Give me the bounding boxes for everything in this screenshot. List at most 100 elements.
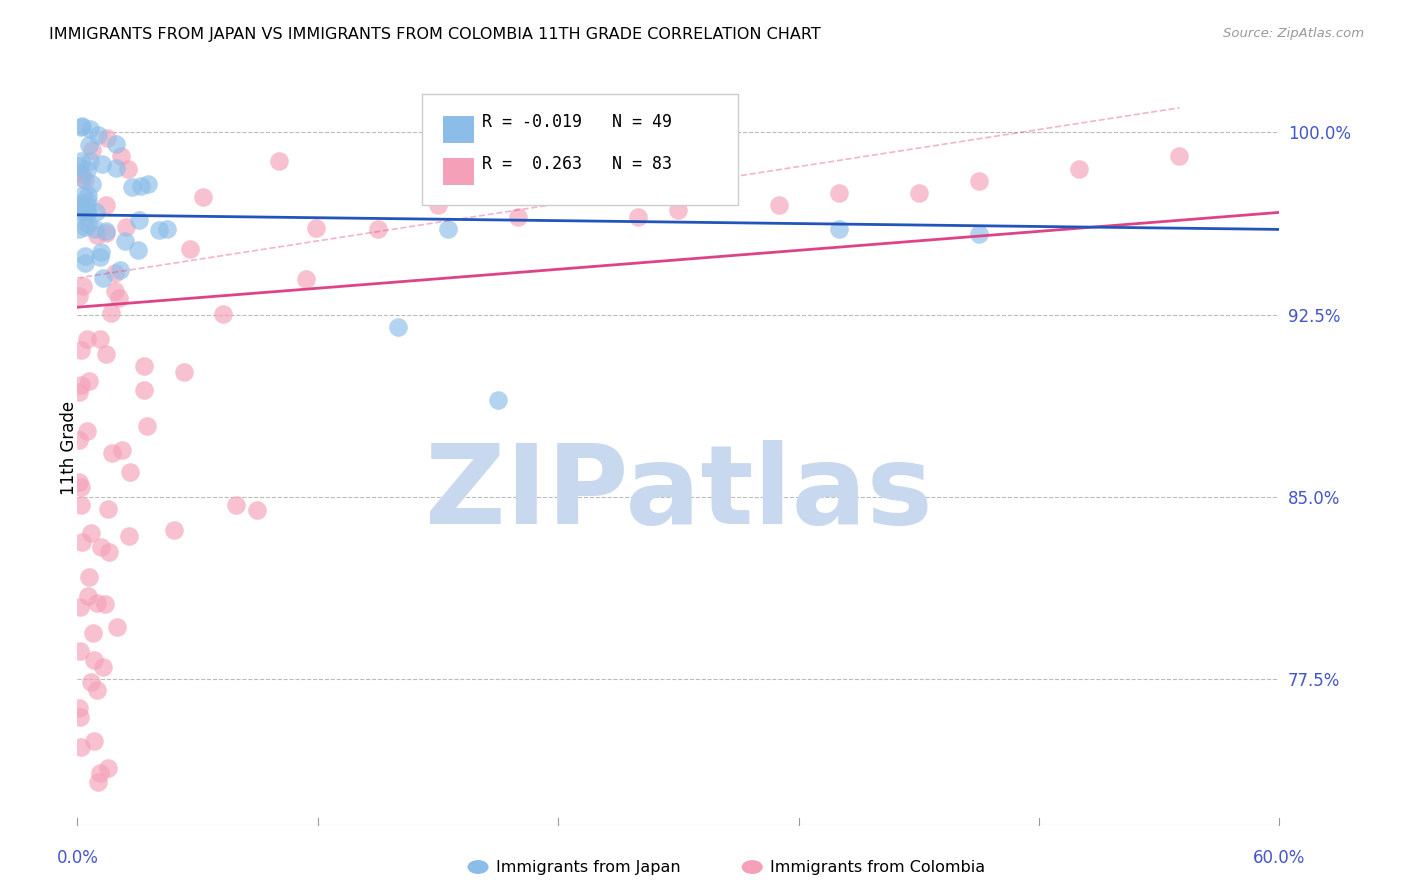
Point xyxy=(67,475,90,489)
Point xyxy=(77,188,100,202)
Point xyxy=(89,250,111,264)
Point xyxy=(86,683,108,698)
Point xyxy=(69,480,91,494)
Point xyxy=(100,305,122,319)
Point xyxy=(104,284,127,298)
Point xyxy=(104,266,127,280)
Point xyxy=(110,262,132,277)
Point xyxy=(269,153,291,168)
Point xyxy=(246,502,269,516)
Point xyxy=(72,202,94,217)
Point xyxy=(90,541,112,555)
Text: Immigrants from Japan: Immigrants from Japan xyxy=(496,860,681,874)
Point xyxy=(69,196,91,211)
Point xyxy=(94,347,117,361)
Point xyxy=(163,523,186,537)
Point xyxy=(104,161,127,175)
Point xyxy=(96,226,118,240)
Point xyxy=(77,194,100,209)
Point xyxy=(77,374,100,388)
Point xyxy=(76,217,98,231)
Text: R =  0.263   N = 83: R = 0.263 N = 83 xyxy=(482,155,672,173)
Point xyxy=(67,701,90,715)
Point xyxy=(70,120,93,134)
Point xyxy=(94,597,117,611)
Point xyxy=(89,765,111,780)
Point xyxy=(83,653,105,667)
Point xyxy=(69,643,91,657)
Point xyxy=(69,600,91,615)
Point xyxy=(79,153,101,168)
Point xyxy=(76,424,98,438)
Point xyxy=(96,223,118,237)
Point xyxy=(76,163,98,178)
Point xyxy=(93,270,115,285)
Point xyxy=(67,198,90,212)
Point xyxy=(73,249,96,263)
Point xyxy=(136,177,159,191)
Point xyxy=(80,178,103,192)
Point xyxy=(108,291,131,305)
Point xyxy=(72,170,94,185)
Point xyxy=(87,128,110,142)
Point xyxy=(76,332,98,346)
Point xyxy=(121,179,143,194)
Point xyxy=(114,234,136,248)
Point xyxy=(567,186,589,200)
Point xyxy=(80,674,103,689)
Point xyxy=(967,227,990,242)
Point xyxy=(134,359,156,373)
Point xyxy=(70,378,93,392)
Point xyxy=(104,136,127,151)
Point xyxy=(908,186,931,200)
Y-axis label: 11th Grade: 11th Grade xyxy=(60,401,77,495)
Point xyxy=(387,319,409,334)
Text: 60.0%: 60.0% xyxy=(1253,849,1306,867)
Point xyxy=(128,243,150,257)
Point xyxy=(191,190,214,204)
Point xyxy=(179,243,201,257)
Point xyxy=(72,205,94,219)
Text: Immigrants from Colombia: Immigrants from Colombia xyxy=(770,860,986,874)
Text: IMMIGRANTS FROM JAPAN VS IMMIGRANTS FROM COLOMBIA 11TH GRADE CORRELATION CHART: IMMIGRANTS FROM JAPAN VS IMMIGRANTS FROM… xyxy=(49,27,821,42)
Point xyxy=(1168,149,1191,163)
Point xyxy=(86,774,108,789)
Point xyxy=(117,162,139,177)
Point xyxy=(76,590,98,604)
Point xyxy=(101,446,124,460)
Point xyxy=(67,203,90,218)
Point xyxy=(828,186,851,200)
Point xyxy=(67,434,90,448)
Point xyxy=(84,222,107,236)
Point xyxy=(94,198,117,212)
Point xyxy=(67,289,90,303)
Point xyxy=(77,569,100,583)
Text: ZIPatlas: ZIPatlas xyxy=(425,440,932,547)
Point xyxy=(967,174,990,188)
Point xyxy=(437,222,460,236)
Point xyxy=(295,272,318,286)
Point xyxy=(768,198,790,212)
Point xyxy=(86,227,108,242)
Point xyxy=(69,740,91,755)
Point xyxy=(69,710,91,724)
Point xyxy=(148,223,170,237)
Point xyxy=(90,157,112,171)
Point xyxy=(67,159,90,173)
Point xyxy=(211,307,233,321)
Text: R = -0.019   N = 49: R = -0.019 N = 49 xyxy=(482,113,672,131)
Text: Source: ZipAtlas.com: Source: ZipAtlas.com xyxy=(1223,27,1364,40)
Point xyxy=(96,130,118,145)
Point xyxy=(70,167,93,181)
Point xyxy=(89,332,111,346)
Point xyxy=(70,153,93,168)
Point xyxy=(225,498,247,512)
Point xyxy=(105,620,128,634)
Point xyxy=(76,198,98,212)
Point xyxy=(98,544,121,558)
Point xyxy=(70,119,93,133)
Point xyxy=(86,596,108,610)
Point xyxy=(173,366,195,380)
Point xyxy=(427,198,450,212)
Point xyxy=(129,179,152,194)
